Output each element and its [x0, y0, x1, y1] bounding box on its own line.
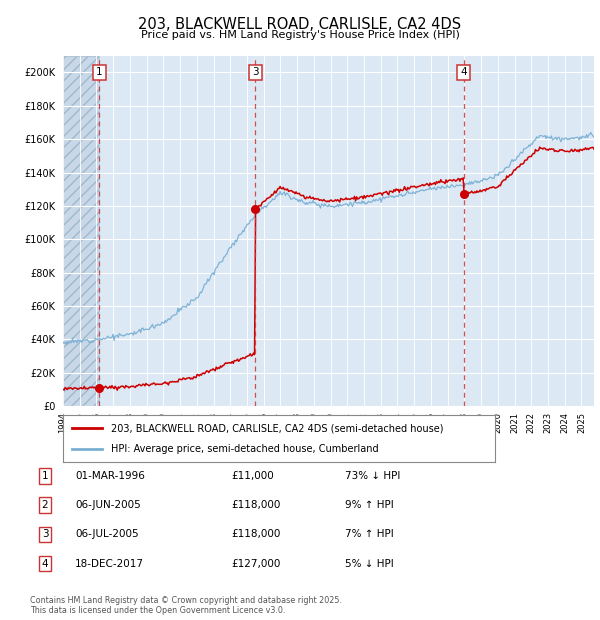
Text: £118,000: £118,000 [231, 529, 280, 539]
Text: 1: 1 [41, 471, 49, 481]
Bar [63, 56, 99, 406]
Text: 7% ↑ HPI: 7% ↑ HPI [345, 529, 394, 539]
Text: £118,000: £118,000 [231, 500, 280, 510]
Text: 4: 4 [41, 559, 49, 569]
Text: 9% ↑ HPI: 9% ↑ HPI [345, 500, 394, 510]
Text: 06-JUN-2005: 06-JUN-2005 [75, 500, 141, 510]
Text: £127,000: £127,000 [231, 559, 280, 569]
Text: 3: 3 [41, 529, 49, 539]
Text: 06-JUL-2005: 06-JUL-2005 [75, 529, 139, 539]
Text: 1: 1 [96, 68, 103, 78]
Text: 203, BLACKWELL ROAD, CARLISLE, CA2 4DS: 203, BLACKWELL ROAD, CARLISLE, CA2 4DS [139, 17, 461, 32]
Text: 18-DEC-2017: 18-DEC-2017 [75, 559, 144, 569]
Text: Contains HM Land Registry data © Crown copyright and database right 2025.
This d: Contains HM Land Registry data © Crown c… [30, 596, 342, 615]
Text: 2: 2 [41, 500, 49, 510]
Text: HPI: Average price, semi-detached house, Cumberland: HPI: Average price, semi-detached house,… [110, 444, 378, 454]
Text: 73% ↓ HPI: 73% ↓ HPI [345, 471, 400, 481]
Text: 4: 4 [460, 68, 467, 78]
Text: £11,000: £11,000 [231, 471, 274, 481]
Text: 5% ↓ HPI: 5% ↓ HPI [345, 559, 394, 569]
Text: Price paid vs. HM Land Registry's House Price Index (HPI): Price paid vs. HM Land Registry's House … [140, 30, 460, 40]
Text: 01-MAR-1996: 01-MAR-1996 [75, 471, 145, 481]
Bar [63, 56, 99, 406]
Text: 203, BLACKWELL ROAD, CARLISLE, CA2 4DS (semi-detached house): 203, BLACKWELL ROAD, CARLISLE, CA2 4DS (… [110, 423, 443, 433]
Text: 3: 3 [252, 68, 259, 78]
